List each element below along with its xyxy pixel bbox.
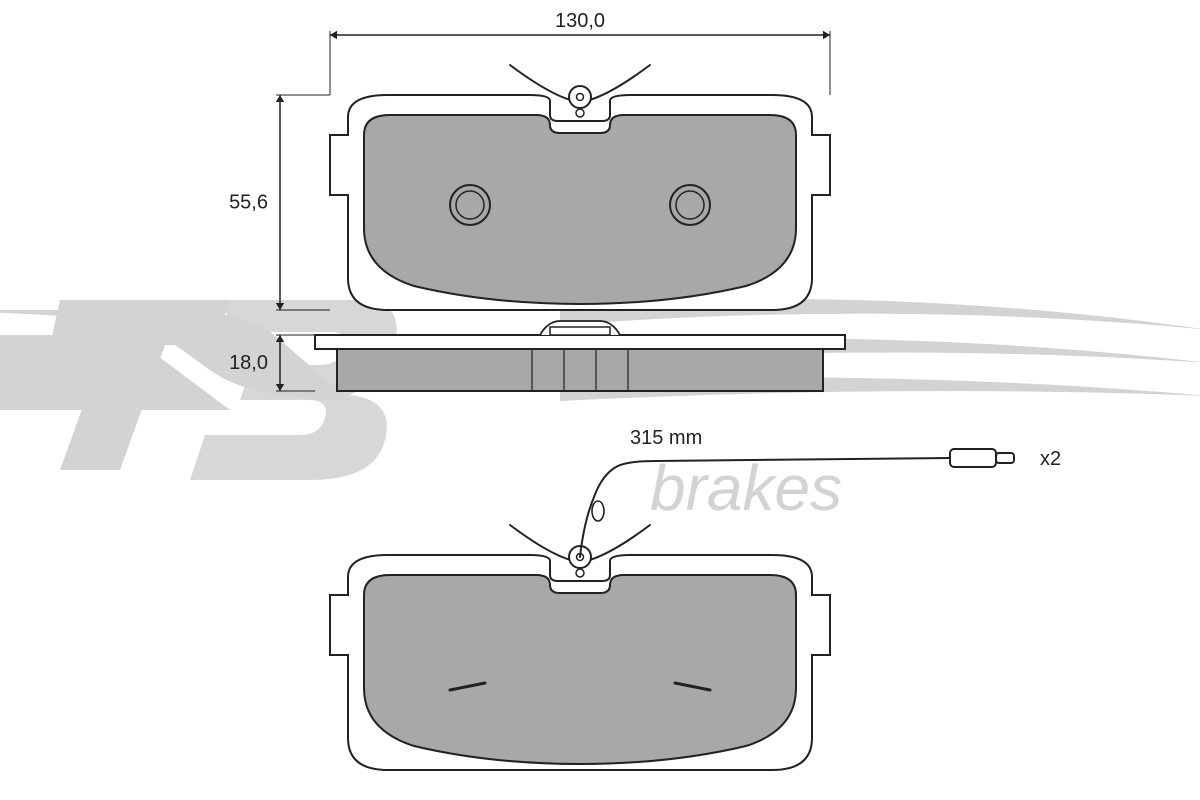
qty-label: x2 [1040,448,1061,470]
brake-pad-bottom-view [330,525,830,770]
dim-height: 55,6 [229,192,268,214]
dim-width: 130,0 [555,10,605,32]
watermark-text: brakes [650,452,842,524]
dim-cable: 315 mm [630,427,702,449]
dim-thickness: 18,0 [229,352,268,374]
friction-material [364,115,796,304]
brake-pad-top-view [330,65,830,310]
friction-material [364,575,796,764]
